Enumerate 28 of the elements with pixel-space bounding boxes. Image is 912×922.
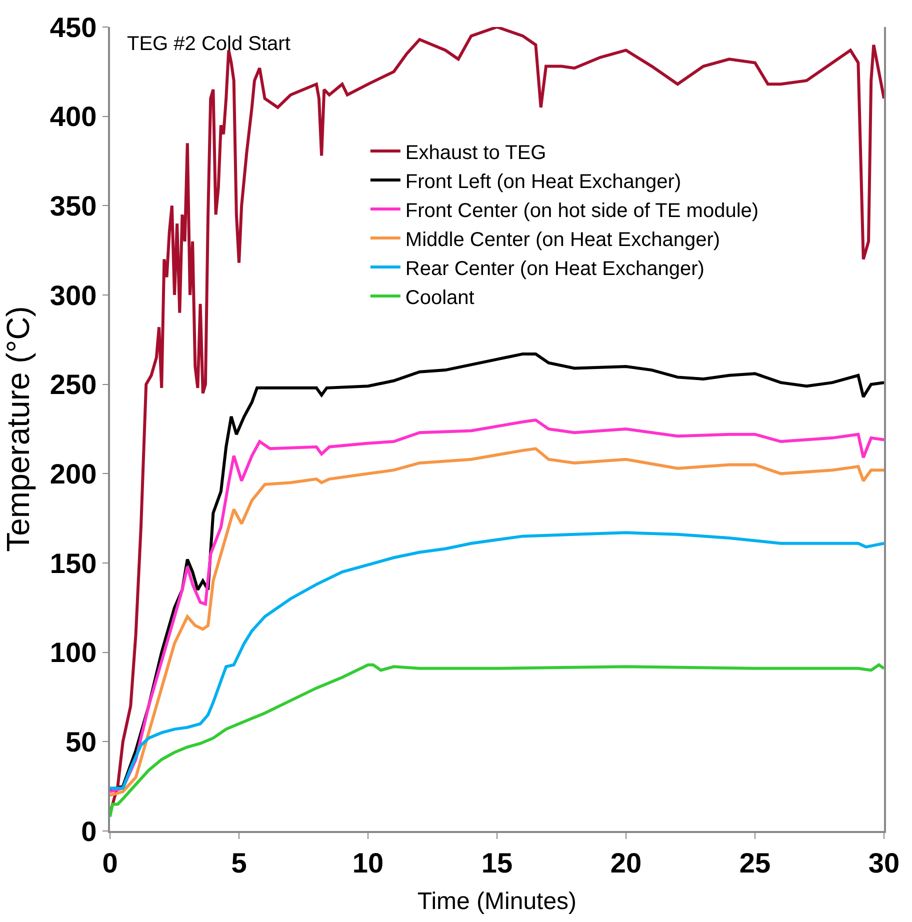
x-tick-label: 0 [102,847,118,878]
x-tick-label: 30 [868,847,900,878]
y-tick-label: 100 [50,637,97,668]
y-tick-label: 150 [50,548,97,579]
line-series [110,531,884,790]
y-tick-label: 200 [50,458,97,490]
x-tick-label: 10 [352,847,384,878]
legend-label: Middle Center (on Heat Exchanger) [405,228,720,251]
x-tick-label: 15 [481,847,513,878]
line-series [110,663,884,818]
x-tick-label: 5 [231,847,247,878]
y-tick-label: 350 [50,190,97,222]
chart-title: TEG #2 Cold Start [127,33,291,55]
x-axis-title: Time (Minutes) [417,888,577,916]
y-axis-title: Temperature (°C) [0,306,36,552]
x-tick-label: 25 [739,847,771,878]
legend-label: Coolant [405,286,475,309]
y-tick-label: 0 [81,816,97,847]
legend-label: Front Center (on hot side of TE module) [405,200,759,222]
legend-label: Rear Center (on Heat Exchanger) [405,258,704,280]
legend-label: Front Left (on Heat Exchanger) [405,170,682,193]
y-tick-label: 50 [65,726,97,758]
legend-label: Exhaust to TEG [405,142,546,164]
y-tick-label: 450 [50,12,97,43]
x-tick-label: 20 [610,847,642,878]
y-tick-label: 400 [50,101,97,132]
y-tick-label: 300 [50,280,97,311]
y-tick-label: 250 [50,369,97,400]
